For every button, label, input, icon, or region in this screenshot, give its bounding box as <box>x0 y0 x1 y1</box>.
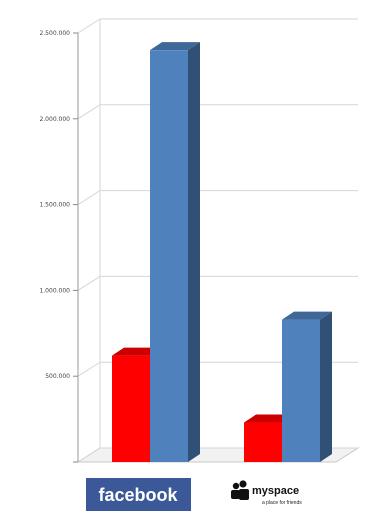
y-tick-label: 500.000 <box>45 373 70 380</box>
bar-facebook-series-2 <box>150 42 200 462</box>
bar-front <box>150 50 188 462</box>
gridline <box>77 104 358 120</box>
bar-side <box>320 311 332 462</box>
y-tick-label: 2.000.000 <box>39 116 70 123</box>
gridline <box>77 190 358 206</box>
bar-front <box>112 355 150 462</box>
y-tick-label: 2.500.000 <box>39 30 70 37</box>
x-axis-category-facebook: facebook <box>86 478 191 511</box>
bar-myspace-series-2 <box>282 311 332 462</box>
myspace-tagline: a place for friends <box>262 500 302 506</box>
bar-front <box>244 422 282 462</box>
myspace-people-icon <box>231 480 249 500</box>
facebook-logo <box>86 478 191 511</box>
bar-top <box>244 414 294 423</box>
y-tick-label: 1.000.000 <box>39 287 70 294</box>
x-axis-category-myspace: myspace a place for friends <box>231 480 302 506</box>
bar-side <box>188 42 200 462</box>
y-tick-label: 1.500.000 <box>39 202 70 209</box>
myspace-logo-text: myspace <box>252 485 299 497</box>
bar-top <box>150 42 200 51</box>
bar-top <box>282 311 332 320</box>
bar-top <box>112 347 162 356</box>
gridline <box>77 18 358 34</box>
gridline <box>77 275 358 291</box>
y-axis: 500.000 1.000.000 1.500.000 2.000.000 2.500.… <box>39 30 79 463</box>
bar-front <box>282 319 320 462</box>
gridline <box>77 361 358 377</box>
chart-bars <box>112 42 332 462</box>
facebook-logo-text: facebook <box>98 485 178 505</box>
